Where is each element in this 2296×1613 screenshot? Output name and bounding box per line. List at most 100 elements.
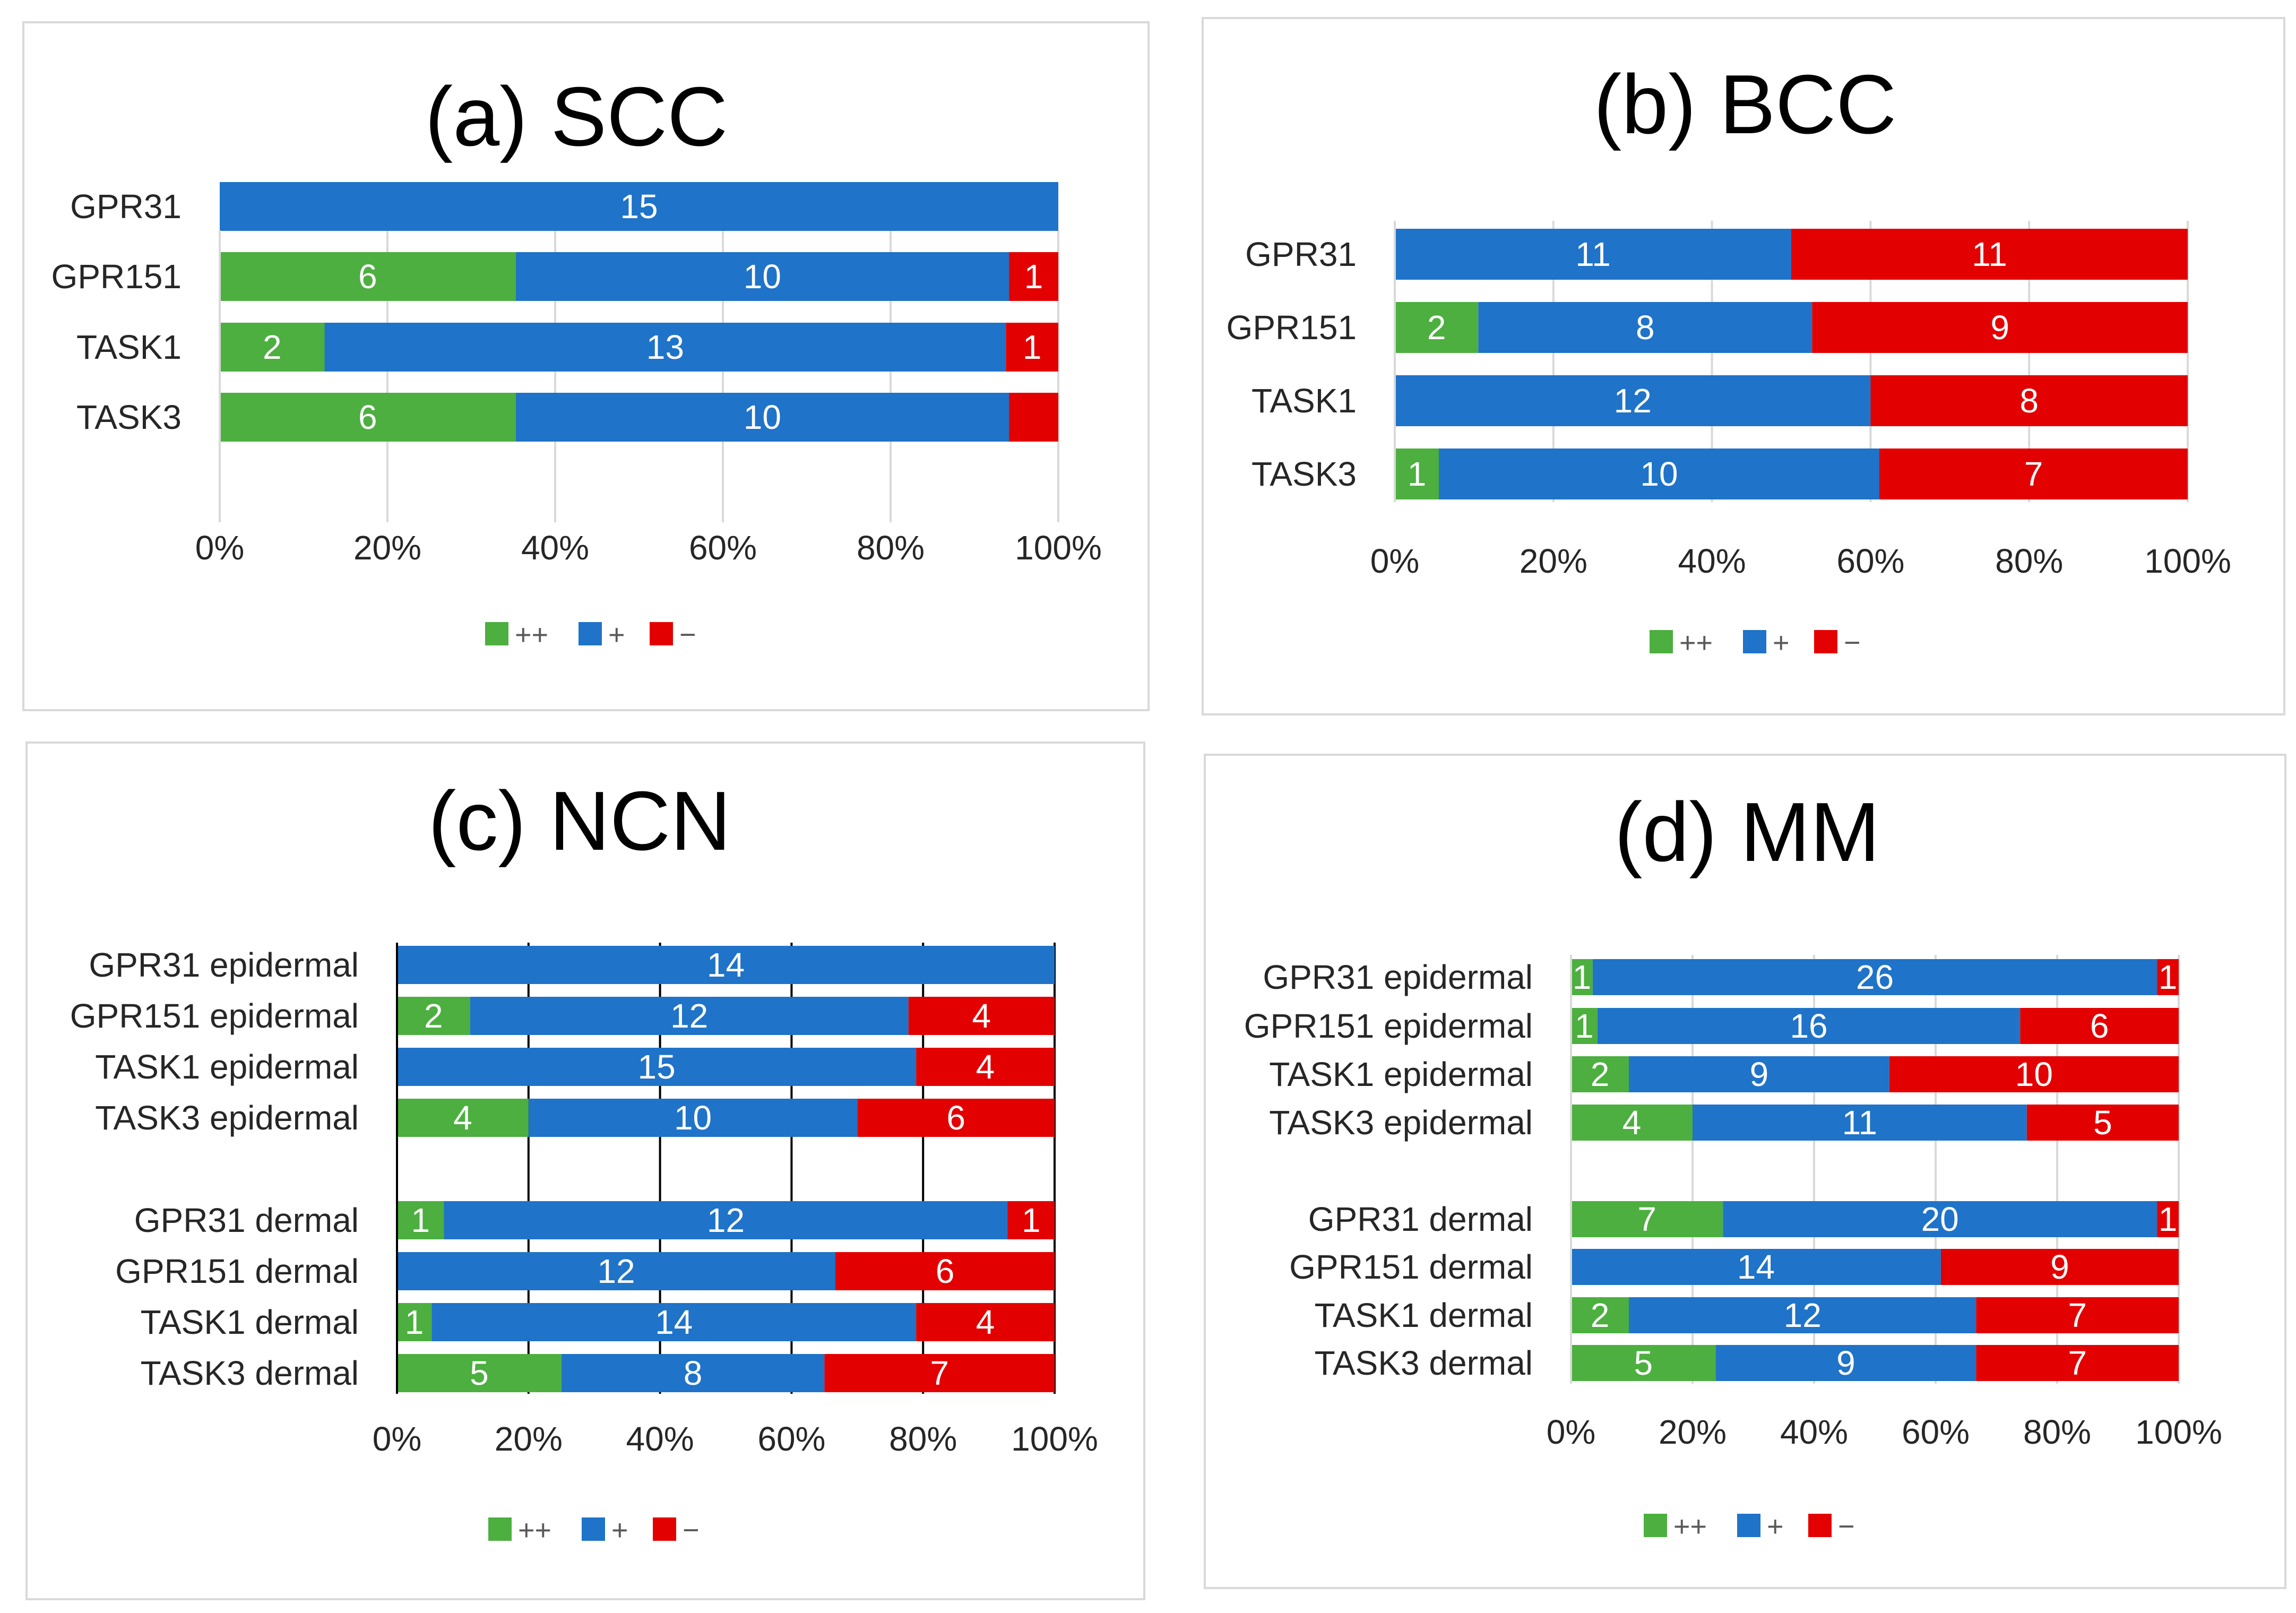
legend-swatch-plus-plus <box>1644 1514 1667 1537</box>
data-label: 6 <box>936 1252 955 1290</box>
bar-minus <box>1006 323 1058 372</box>
legend-swatch-plus-plus <box>485 622 508 645</box>
bar-minus <box>824 1354 1055 1392</box>
data-label: 12 <box>707 1201 745 1239</box>
bar-plus-plus <box>397 1201 444 1239</box>
panel-scc: (a) SCC 15 GPR31 6 10 1 GPR151 2 13 1 TASK1 6 10 TASK… <box>22 21 1150 711</box>
legend-label-minus: − <box>1844 627 1861 659</box>
bar-minus <box>2157 1201 2179 1237</box>
bar-minus <box>916 1048 1055 1086</box>
data-label: 11 <box>1575 235 1610 273</box>
bar-plus <box>1629 1297 1976 1333</box>
bar-plus <box>1571 1249 1941 1285</box>
data-label: 12 <box>1614 382 1652 420</box>
tick-label: 20% <box>495 1420 563 1458</box>
bar-plus <box>528 1099 858 1137</box>
bar-plus-plus <box>1571 1105 1693 1141</box>
tick-label: 60% <box>1902 1413 1970 1451</box>
data-label: 10 <box>674 1099 712 1137</box>
bar-plus <box>1715 1345 1976 1381</box>
category-label: TASK1 epidermal <box>95 1048 359 1086</box>
tick-label: 20% <box>353 529 421 567</box>
bar-plus-plus <box>1571 1008 1598 1044</box>
data-label: 6 <box>2090 1007 2109 1045</box>
tick-label: 40% <box>626 1420 694 1458</box>
bar-plus <box>397 1252 835 1290</box>
category-label: GPR31 <box>1245 235 1357 273</box>
data-label: 1 <box>1023 328 1042 366</box>
data-label: 15 <box>620 187 658 226</box>
bar-plus <box>324 323 1006 372</box>
data-label: 5 <box>1634 1344 1653 1382</box>
tick-label: 100% <box>2135 1413 2222 1451</box>
bar-plus-plus <box>220 323 325 372</box>
category-label: TASK1 dermal <box>141 1303 359 1341</box>
data-label: 10 <box>744 398 781 436</box>
category-label: GPR31 dermal <box>134 1201 359 1239</box>
category-label: GPR31 epidermal <box>1263 958 1533 996</box>
tick-label: 80% <box>889 1420 957 1458</box>
category-label: TASK3 epidermal <box>95 1099 359 1137</box>
bar-plus <box>444 1201 1008 1239</box>
bar-plus <box>1597 1008 2021 1044</box>
data-label: 7 <box>1637 1200 1656 1238</box>
legend-label-minus: − <box>1838 1511 1855 1542</box>
data-label: 1 <box>1573 958 1592 996</box>
bar-plus-plus <box>1571 1056 1629 1092</box>
bar-minus <box>1812 302 2188 353</box>
data-label: 1 <box>1022 1201 1041 1239</box>
bar-plus-plus <box>397 1099 529 1137</box>
data-label: 2 <box>263 328 282 366</box>
bar-plus <box>1723 1201 2157 1237</box>
chart-title: (a) SCC <box>425 70 728 163</box>
data-label: 13 <box>646 328 684 366</box>
data-label: 5 <box>470 1354 489 1392</box>
bar-plus-plus <box>220 393 516 442</box>
tick-label: 20% <box>1520 542 1587 580</box>
category-label: GPR31 <box>70 187 182 226</box>
data-label: 1 <box>1024 257 1043 296</box>
legend-swatch-plus-plus <box>488 1517 512 1541</box>
chart-title: (b) BCC <box>1594 58 1897 151</box>
data-label: 2 <box>1591 1055 1610 1093</box>
chart-mm: (d) MM 1 26 1 GPR31 epidermal 1 16 6 GPR151 epid… <box>1244 786 2222 1542</box>
bar-plus <box>397 1048 917 1086</box>
bar-plus-plus <box>220 252 516 301</box>
category-label: TASK3 dermal <box>141 1354 359 1392</box>
data-label: 2 <box>1427 308 1446 347</box>
bar-minus <box>1889 1056 2179 1092</box>
data-label: 20 <box>1921 1200 1959 1238</box>
category-label: TASK3 epidermal <box>1269 1103 1533 1142</box>
legend-swatch-minus <box>1808 1514 1832 1537</box>
legend-label-plus: + <box>1773 627 1790 659</box>
data-label: 12 <box>670 997 708 1035</box>
bar-plus <box>431 1303 917 1341</box>
bar-minus <box>1007 1201 1055 1239</box>
legend-swatch-plus <box>1743 630 1766 653</box>
data-label: 14 <box>655 1303 693 1341</box>
data-label: 4 <box>972 997 991 1035</box>
bar-minus <box>857 1099 1055 1137</box>
bar-plus-plus <box>1571 959 1593 995</box>
bar-plus-plus <box>1571 1345 1716 1381</box>
data-label: 1 <box>1575 1007 1594 1045</box>
data-label: 6 <box>946 1099 965 1137</box>
bar-minus <box>2020 1008 2179 1044</box>
data-label: 4 <box>976 1303 995 1341</box>
tick-label: 80% <box>1995 542 2063 580</box>
data-label: 4 <box>976 1048 995 1086</box>
category-label: TASK1 epidermal <box>1269 1055 1533 1093</box>
bar-plus-plus <box>397 1354 562 1392</box>
bar-minus <box>1976 1345 2179 1381</box>
category-label: GPR151 epidermal <box>1244 1007 1533 1045</box>
data-label: 8 <box>1636 308 1655 347</box>
tick-label: 40% <box>521 529 589 567</box>
bar-plus <box>1629 1056 1889 1092</box>
data-label: 4 <box>453 1099 472 1137</box>
data-label: 14 <box>707 946 745 984</box>
bar-minus <box>1009 252 1058 301</box>
data-label: 9 <box>1836 1344 1855 1382</box>
data-label: 2 <box>424 997 443 1035</box>
